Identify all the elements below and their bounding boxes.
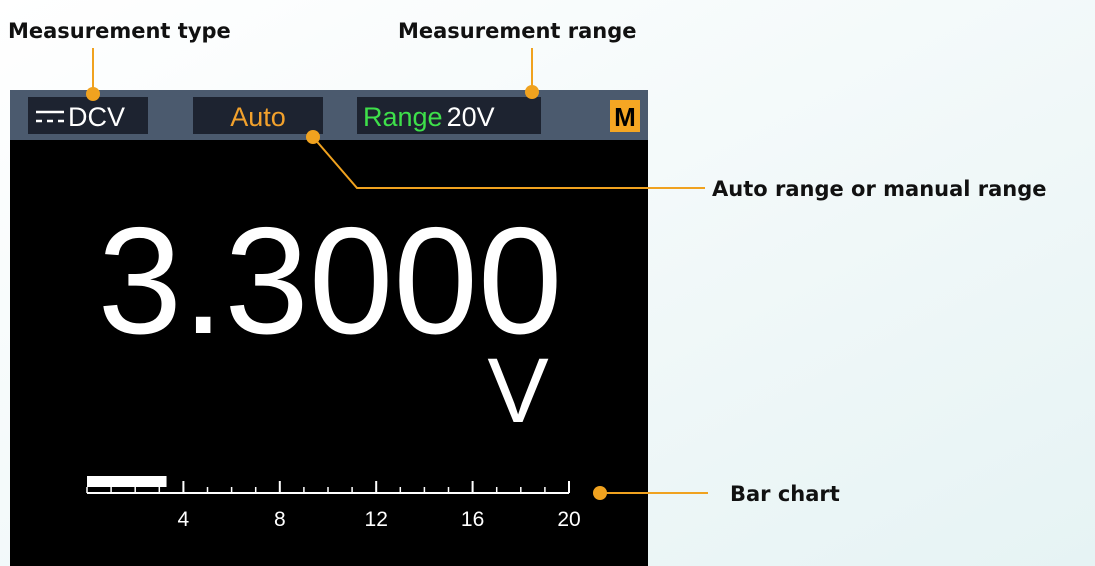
bar: [87, 476, 167, 487]
range-box: [357, 97, 541, 134]
dc-symbol: [36, 110, 64, 123]
tick-label: 4: [178, 508, 190, 531]
flag-box: [610, 100, 640, 132]
range-value: 20V: [447, 102, 495, 132]
type-box: [28, 97, 148, 134]
annotation: Measurement type: [8, 19, 231, 43]
reading-unit: V: [487, 340, 548, 442]
flag: M: [614, 102, 636, 132]
tick-label: 20: [557, 508, 580, 531]
annotation: Auto range or manual range: [712, 177, 1047, 201]
reading-value: 3.3000: [98, 196, 563, 366]
tick-label: 12: [365, 508, 388, 531]
mode-box: [193, 97, 323, 134]
range-label: Range: [363, 102, 443, 132]
range-mode: Auto: [230, 102, 286, 132]
bar-chart: 4 8 12 16 20: [86, 476, 581, 531]
callout-lines: [92, 48, 708, 494]
callout-dots: [86, 85, 607, 500]
annotation: Measurement range: [398, 19, 637, 43]
annotation: Bar chart: [730, 482, 840, 506]
tick-label: 16: [461, 508, 484, 531]
tick-label: 8: [274, 508, 286, 531]
range: Range 20V: [363, 102, 495, 132]
measurement-type: DCV: [68, 102, 125, 132]
